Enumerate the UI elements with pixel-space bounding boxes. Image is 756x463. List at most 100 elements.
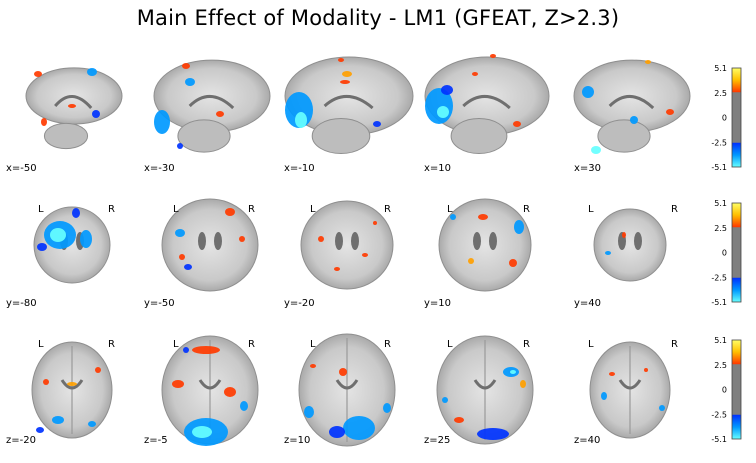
activation-cluster — [88, 421, 96, 427]
activation-cluster — [514, 220, 524, 234]
activation-cluster — [37, 243, 47, 251]
right-marker: R — [671, 339, 678, 350]
activation-cluster — [509, 259, 517, 267]
right-marker: R — [384, 339, 391, 350]
ventricle-shape — [198, 232, 206, 250]
right-marker: R — [108, 204, 115, 215]
activation-cluster — [630, 116, 638, 124]
activation-cluster — [177, 143, 183, 149]
ventricle-shape — [198, 379, 222, 390]
slice-panel-coronal-3: y=-20 L R — [284, 200, 394, 309]
activation-cluster — [362, 253, 368, 257]
ventricle-shape — [335, 379, 359, 390]
slice-panel-coronal-5: y=40 L R — [574, 204, 678, 309]
activation-cluster — [510, 370, 516, 374]
activation-cluster — [34, 71, 42, 77]
activation-cluster — [582, 86, 594, 98]
slice-coordinate-label: y=-20 — [284, 298, 315, 309]
colorbar-2: 5.1 2.5 0 -2.5 -5.1 — [711, 199, 742, 307]
activation-cluster — [225, 208, 235, 216]
slice-panel-axial-1: z=-20 L R — [6, 339, 115, 446]
activation-cluster — [437, 106, 449, 118]
ventricle-shape — [335, 232, 343, 250]
activation-cluster — [338, 58, 344, 62]
slice-coordinate-label: z=-20 — [6, 435, 36, 446]
right-marker: R — [384, 204, 391, 215]
colorbar-tick-label: 2.5 — [714, 224, 727, 233]
colorbar-tick-label: 5.1 — [714, 199, 727, 208]
cerebellum-shape — [43, 122, 89, 150]
activation-cluster — [304, 406, 314, 418]
activation-cluster — [340, 80, 350, 84]
activation-cluster — [339, 368, 347, 376]
activation-cluster — [441, 85, 453, 95]
left-marker: L — [173, 204, 179, 215]
brain-silhouette — [438, 198, 532, 292]
colorbar-1: 5.1 2.5 0 -2.5 -5.1 — [711, 64, 742, 172]
activation-cluster — [43, 379, 49, 385]
colorbar-gradient — [731, 339, 742, 440]
colorbar-tick-label: -2.5 — [711, 138, 727, 147]
slice-panel-coronal-1: y=-80 L R — [6, 204, 115, 309]
activation-cluster — [342, 71, 352, 77]
activation-cluster — [520, 380, 526, 388]
colorbar-tick-label: 2.5 — [714, 361, 727, 370]
colorbar-3: 5.1 2.5 0 -2.5 -5.1 — [711, 336, 742, 444]
slice-coordinate-label: x=-10 — [284, 163, 315, 174]
ventricle-shape — [54, 95, 93, 110]
activation-cluster — [175, 229, 185, 237]
right-marker: R — [108, 339, 115, 350]
colorbar-gradient — [731, 67, 742, 168]
slice-coordinate-label: x=10 — [424, 163, 451, 174]
right-marker: R — [248, 204, 255, 215]
slice-panel-axial-5: z=40 L R — [574, 339, 678, 446]
activation-cluster — [373, 121, 381, 127]
left-marker: L — [447, 204, 453, 215]
activation-cluster — [92, 110, 100, 118]
slice-coordinate-label: x=-30 — [144, 163, 175, 174]
ventricle-shape — [473, 232, 481, 250]
slice-panel-coronal-4: y=10 L R — [424, 198, 532, 309]
activation-cluster — [87, 68, 97, 76]
colorbar-tick-label: 0 — [722, 114, 727, 123]
left-marker: L — [38, 204, 44, 215]
left-marker: L — [173, 339, 179, 350]
brain-silhouette — [593, 208, 667, 282]
ventricle-shape — [618, 379, 642, 390]
activation-cluster — [216, 111, 224, 117]
left-marker: L — [588, 204, 594, 215]
activation-cluster — [609, 372, 615, 376]
colorbar-tick-label: 0 — [722, 386, 727, 395]
slice-coordinate-label: z=-5 — [144, 435, 168, 446]
right-marker: R — [523, 339, 530, 350]
activation-cluster — [601, 392, 607, 400]
activation-cluster — [454, 417, 464, 423]
left-marker: L — [310, 204, 316, 215]
figure-title: Main Effect of Modality - LM1 (GFEAT, Z>… — [136, 6, 620, 30]
colorbar-tick-label: 2.5 — [714, 89, 727, 98]
slice-coordinate-label: x=-50 — [6, 163, 37, 174]
ventricle-shape — [608, 95, 655, 110]
colorbar-tick-label: 0 — [722, 249, 727, 258]
colorbar-tick-label: 5.1 — [714, 336, 727, 345]
left-marker: L — [310, 339, 316, 350]
ventricle-shape — [323, 95, 374, 110]
colorbar-tick-label: -5.1 — [711, 163, 727, 172]
activation-cluster — [182, 63, 190, 69]
ventricle-shape — [188, 95, 235, 110]
slice-panel-sagittal-2: x=-30 — [144, 59, 271, 174]
brain-silhouette — [300, 200, 394, 290]
activation-cluster — [659, 405, 665, 411]
activation-cluster — [41, 118, 47, 126]
colorbar-gradient — [731, 202, 742, 303]
activation-cluster — [343, 416, 375, 440]
activation-cluster — [468, 258, 474, 264]
left-marker: L — [447, 339, 453, 350]
activation-cluster — [318, 236, 324, 242]
activation-cluster — [172, 380, 184, 388]
right-marker: R — [671, 204, 678, 215]
colorbar-tick-label: 5.1 — [714, 64, 727, 73]
slice-panel-sagittal-1: x=-50 — [6, 67, 123, 174]
colorbar-tick-label: -2.5 — [711, 273, 727, 282]
